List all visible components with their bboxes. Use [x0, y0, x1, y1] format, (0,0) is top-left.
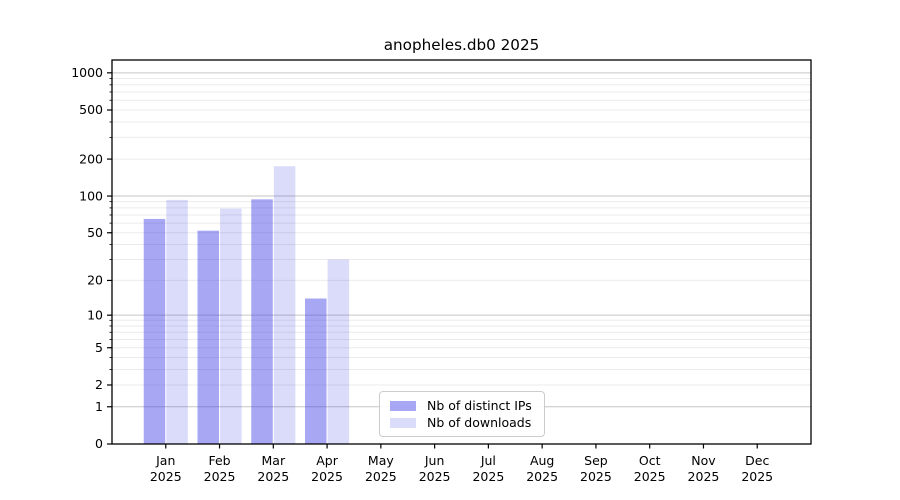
y-tick-label-0: 0 [95, 436, 103, 451]
bar-downloads-mar [273, 166, 296, 444]
y-tick-label-1000: 1000 [71, 65, 103, 80]
y-tick-label-2: 2 [95, 377, 103, 392]
legend-label-distinct-ips: Nb of distinct IPs [427, 398, 532, 413]
x-tick-label-year-oct: 2025 [634, 469, 666, 484]
y-tick-label-1: 1 [95, 399, 103, 414]
y-tick-label-200: 200 [79, 151, 103, 166]
bar-downloads-jan [166, 199, 188, 444]
bar-downloads-apr [327, 259, 350, 444]
x-tick-label-year-aug: 2025 [526, 469, 558, 484]
x-tick-label-month-apr: Apr [316, 453, 338, 468]
y-tick-label-100: 100 [79, 188, 103, 203]
x-tick-label-year-jun: 2025 [419, 469, 451, 484]
legend-item-downloads: Nb of downloads [390, 415, 534, 430]
legend: Nb of distinct IPs Nb of downloads [379, 391, 545, 437]
x-tick-label-year-may: 2025 [365, 469, 397, 484]
plot-border [111, 59, 812, 445]
x-tick-label-year-dec: 2025 [741, 469, 773, 484]
x-tick-label-month-sep: Sep [584, 453, 608, 468]
x-tick-label-year-nov: 2025 [688, 469, 720, 484]
bar-distinct-ips-apr [305, 298, 327, 444]
bar-distinct-ips-jan [143, 218, 166, 444]
x-tick-label-month-nov: Nov [691, 453, 716, 468]
y-tick-label-500: 500 [79, 102, 103, 117]
bar-distinct-ips-mar [251, 199, 273, 444]
y-tick-label-20: 20 [87, 273, 103, 288]
x-tick-label-year-apr: 2025 [311, 469, 343, 484]
legend-swatch-distinct-ips [390, 400, 416, 411]
y-tick-label-50: 50 [87, 225, 103, 240]
x-tick-label-year-feb: 2025 [204, 469, 236, 484]
x-tick-label-month-aug: Aug [530, 453, 554, 468]
y-tick-label-5: 5 [95, 340, 103, 355]
x-tick-label-year-jul: 2025 [472, 469, 504, 484]
x-tick-label-month-mar: Mar [262, 453, 286, 468]
x-tick-label-month-oct: Oct [639, 453, 661, 468]
x-tick-label-month-feb: Feb [208, 453, 230, 468]
legend-item-distinct-ips: Nb of distinct IPs [390, 398, 534, 413]
x-tick-label-month-jul: Jul [480, 453, 496, 468]
legend-label-downloads: Nb of downloads [427, 415, 532, 430]
x-tick-label-year-mar: 2025 [257, 469, 289, 484]
legend-swatch-downloads [390, 417, 416, 428]
bar-downloads-feb [220, 208, 242, 444]
y-tick-label-10: 10 [87, 307, 103, 322]
x-tick-label-month-may: May [368, 453, 394, 468]
x-tick-label-year-jan: 2025 [150, 469, 182, 484]
x-tick-label-month-dec: Dec [745, 453, 769, 468]
x-tick-label-month-jan: Jan [155, 453, 175, 468]
x-tick-label-year-sep: 2025 [580, 469, 612, 484]
x-tick-label-month-jun: Jun [424, 453, 445, 468]
bar-distinct-ips-feb [197, 230, 220, 444]
chart-title: anopheles.db0 2025 [383, 36, 540, 54]
